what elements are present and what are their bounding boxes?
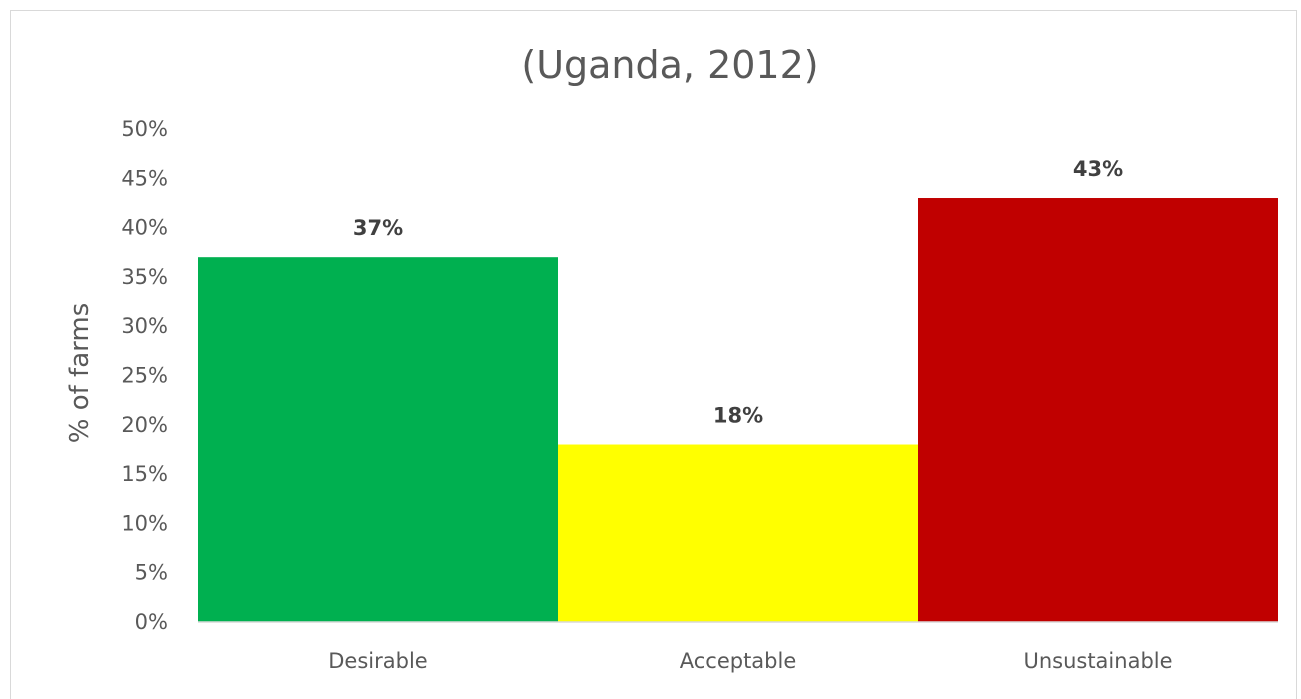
chart-title: (Uganda, 2012) xyxy=(521,43,818,87)
data-labels: 37% 18% 43% xyxy=(353,157,1123,428)
y-tick-label: 45% xyxy=(121,166,168,190)
y-tick-label: 40% xyxy=(121,216,168,240)
y-tick-label: 25% xyxy=(121,364,168,388)
bar-unsustainable xyxy=(918,198,1278,622)
y-tick-label: 0% xyxy=(135,610,168,634)
y-tick-label: 35% xyxy=(121,265,168,289)
bars xyxy=(198,198,1278,622)
y-axis-label: % of farms xyxy=(65,303,95,444)
y-tick-label: 10% xyxy=(121,511,168,535)
y-tick-label: 30% xyxy=(121,314,168,338)
bar-acceptable xyxy=(558,444,918,622)
data-label-desirable: 37% xyxy=(353,216,403,240)
data-label-acceptable: 18% xyxy=(713,404,763,428)
y-axis-ticks: 0% 5% 10% 15% 20% 25% 30% 35% 40% 45% 50% xyxy=(121,117,168,634)
data-label-unsustainable: 43% xyxy=(1073,157,1123,181)
x-tick-label-unsustainable: Unsustainable xyxy=(1023,649,1172,673)
x-tick-label-desirable: Desirable xyxy=(328,649,427,673)
x-tick-label-acceptable: Acceptable xyxy=(680,649,797,673)
y-tick-label: 50% xyxy=(121,117,168,141)
y-tick-label: 15% xyxy=(121,462,168,486)
y-tick-label: 20% xyxy=(121,413,168,437)
y-tick-label: 5% xyxy=(135,561,168,585)
x-axis-ticks: Desirable Acceptable Unsustainable xyxy=(328,649,1172,673)
bar-desirable xyxy=(198,257,558,622)
